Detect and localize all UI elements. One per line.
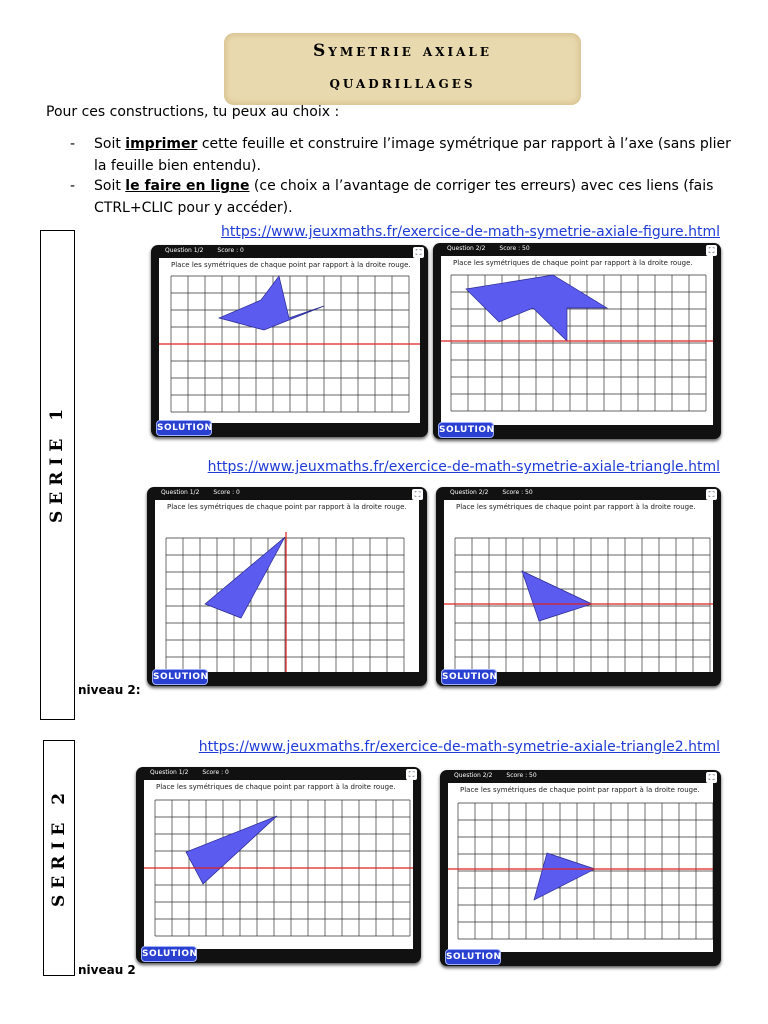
link-triangle[interactable]: https://www.jeuxmaths.fr/exercice-de-mat… [207,459,720,475]
instruction-text: Place les symétriques de chaque point pa… [171,261,411,269]
fullscreen-icon[interactable]: ⛶ [412,489,423,500]
exercise-screen[interactable]: Question 1/2 Score : 0 ⛶ Place les symétr… [147,487,427,686]
solution-button[interactable]: SOLUTION [438,422,494,438]
figure-shape [204,536,286,619]
screen-header: Question 2/2 Score : 50 [454,772,537,779]
screen-header: Question 2/2 Score : 50 [450,489,533,496]
keyword-en-ligne: le faire en ligne [125,178,250,194]
bullet-dash: - [70,178,76,194]
grid [165,537,405,672]
exercise-screen[interactable]: Question 2/2 Score : 50 ⛶ Place les symét… [433,243,721,439]
solution-button[interactable]: SOLUTION [445,949,501,965]
exercise-panel: Place les symétriques de chaque point pa… [155,500,419,672]
grid-figure[interactable] [159,258,420,423]
instruction-text: Place les symétriques de chaque point pa… [156,783,396,791]
grid [457,802,713,940]
niveau-label: niveau 2 [78,963,136,977]
solution-button[interactable]: SOLUTION [141,946,197,962]
bullet-dash: - [70,136,76,152]
solution-button[interactable]: SOLUTION [152,669,208,685]
serie-2-label: SERIE 2 [49,786,69,907]
grid [454,537,711,672]
screen-header: Question 2/2 Score : 50 [447,245,530,252]
link-triangle2[interactable]: https://www.jeuxmaths.fr/exercice-de-mat… [198,739,720,755]
serie-1-box: SERIE 1 [40,230,75,720]
serie-1-label: SERIE 1 [47,402,67,523]
exercise-screen[interactable]: Question 1/2 Score : 0 ⛶ Place les symétr… [136,767,421,963]
exercise-screen[interactable]: Question 2/2 Score : 50 ⛶ Place les symét… [436,487,721,686]
screen-header: Question 1/2 Score : 0 [165,247,244,254]
solution-button[interactable]: SOLUTION [441,669,497,685]
grid-figure[interactable] [448,783,713,952]
grid-figure[interactable] [155,500,419,672]
instruction-text: Place les symétriques de chaque point pa… [460,786,700,794]
instruction-text: Place les symétriques de chaque point pa… [456,503,696,511]
exercise-panel: Place les symétriques de chaque point pa… [159,258,420,423]
exercise-panel: Place les symétriques de chaque point pa… [448,783,713,952]
bullet-text: Soit le faire en ligne (ce choix a l’ava… [94,178,714,216]
exercise-screen[interactable]: Question 1/2 Score : 0 ⛶ Place les symétr… [151,245,428,437]
title-banner: Symetrie axiale quadrillages [224,33,581,105]
screen-header: Question 1/2 Score : 0 [150,769,229,776]
fullscreen-icon[interactable]: ⛶ [406,769,417,780]
fullscreen-icon[interactable]: ⛶ [706,772,717,783]
instruction-text: Place les symétriques de chaque point pa… [453,259,693,267]
niveau-label: niveau 2: [78,683,141,697]
figure-shape [185,815,278,885]
figure-shape [465,274,609,342]
title-line-2: quadrillages [329,73,476,93]
grid-figure[interactable] [444,500,713,672]
exercise-panel: Place les symétriques de chaque point pa… [444,500,713,672]
instruction-text: Place les symétriques de chaque point pa… [167,503,407,511]
fullscreen-icon[interactable]: ⛶ [706,245,717,256]
exercise-panel: Place les symétriques de chaque point pa… [441,256,713,425]
exercise-panel: Place les symétriques de chaque point pa… [144,780,413,949]
figure-shape [533,852,596,901]
bullet-text: Soit imprimer cette feuille et construir… [94,136,731,174]
keyword-imprimer: imprimer [125,136,198,152]
title-line-1: Symetrie axiale [313,41,492,61]
exercise-screen[interactable]: Question 2/2 Score : 50 ⛶ Place les symét… [440,770,721,966]
grid-figure[interactable] [144,780,413,949]
solution-button[interactable]: SOLUTION [156,420,212,436]
fullscreen-icon[interactable]: ⛶ [413,247,424,258]
link-figure[interactable]: https://www.jeuxmaths.fr/exercice-de-mat… [221,224,720,240]
intro-text: Pour ces constructions, tu peux au choix… [46,104,340,120]
figure-shape [217,275,325,331]
figure-shape [521,570,593,622]
fullscreen-icon[interactable]: ⛶ [706,489,717,500]
grid-figure[interactable] [441,256,713,425]
screen-header: Question 1/2 Score : 0 [161,489,240,496]
serie-2-box: SERIE 2 [43,740,75,976]
